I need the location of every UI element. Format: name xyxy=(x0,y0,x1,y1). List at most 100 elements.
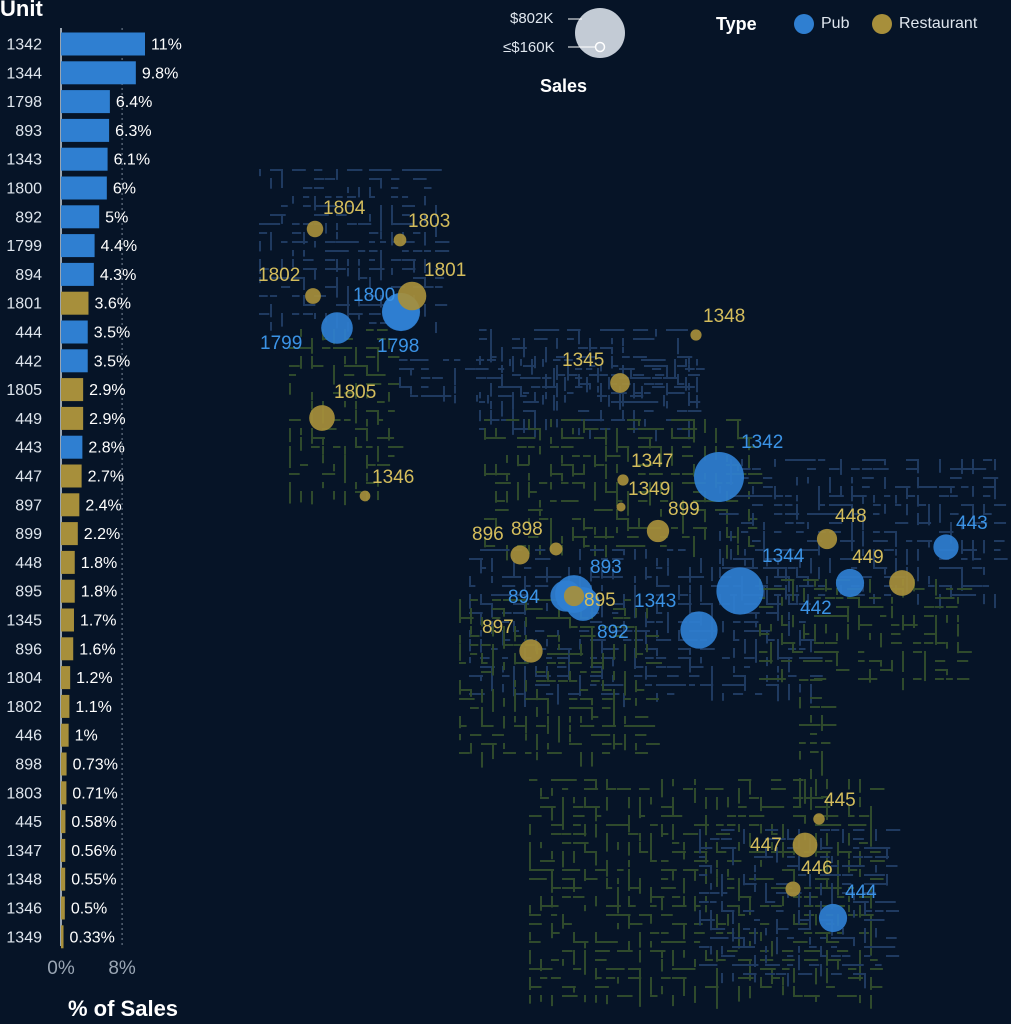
bar-449[interactable] xyxy=(61,406,84,430)
bar-1801[interactable] xyxy=(61,291,89,315)
bubble-899[interactable] xyxy=(646,519,670,543)
category-label-893: 893 xyxy=(15,123,42,140)
size-legend-min-label: ≤$160K xyxy=(503,39,555,56)
bubble-448[interactable] xyxy=(816,528,838,550)
pub-swatch-icon xyxy=(794,14,814,34)
bubble-1347[interactable] xyxy=(617,474,629,486)
bar-896[interactable] xyxy=(61,637,74,661)
value-label-445: 0.58% xyxy=(71,814,116,831)
size-legend-max-circle xyxy=(575,8,625,58)
bubble-447[interactable] xyxy=(792,832,818,858)
category-label-442: 442 xyxy=(15,353,42,370)
category-label-1346: 1346 xyxy=(6,901,42,918)
value-label-1804: 1.2% xyxy=(76,670,112,687)
bubble-1348[interactable] xyxy=(690,329,702,341)
bubble-label-1347: 1347 xyxy=(631,451,673,472)
category-label-898: 898 xyxy=(15,757,42,774)
value-label-1805: 2.9% xyxy=(89,382,125,399)
bubble-label-896: 896 xyxy=(472,524,504,545)
bubble-1799[interactable] xyxy=(321,312,353,344)
bubble-897[interactable] xyxy=(519,639,543,663)
bubble-449[interactable] xyxy=(889,570,915,596)
bubble-label-1345: 1345 xyxy=(562,350,604,371)
bar-444[interactable] xyxy=(61,320,88,344)
bar-1799[interactable] xyxy=(61,234,95,258)
bar-446[interactable] xyxy=(61,723,69,747)
value-label-1343: 6.1% xyxy=(114,152,150,169)
bar-1343[interactable] xyxy=(61,147,108,171)
bar-1347[interactable] xyxy=(61,838,66,862)
legend-item-pub[interactable]: Pub xyxy=(794,14,849,34)
bar-1805[interactable] xyxy=(61,378,84,402)
bubble-1802[interactable] xyxy=(305,288,321,304)
bar-898[interactable] xyxy=(61,752,67,776)
bar-1802[interactable] xyxy=(61,694,70,718)
bubble-label-893: 893 xyxy=(590,557,622,578)
bar-899[interactable] xyxy=(61,522,78,546)
bar-1342[interactable] xyxy=(61,32,145,56)
bar-1349[interactable] xyxy=(61,925,64,949)
category-label-445: 445 xyxy=(15,814,42,831)
bubble-1345[interactable] xyxy=(610,373,630,393)
bar-448[interactable] xyxy=(61,550,75,574)
category-label-897: 897 xyxy=(15,497,42,514)
bubble-1344[interactable] xyxy=(716,567,764,615)
bar-1800[interactable] xyxy=(61,176,107,200)
bubble-444[interactable] xyxy=(818,903,848,933)
bubble-1804[interactable] xyxy=(306,220,324,238)
bubble-label-444: 444 xyxy=(845,882,877,903)
category-label-1801: 1801 xyxy=(6,296,42,313)
bar-1804[interactable] xyxy=(61,666,71,690)
value-label-1349: 0.33% xyxy=(70,929,115,946)
category-label-896: 896 xyxy=(15,641,42,658)
category-label-1345: 1345 xyxy=(6,613,42,630)
bar-1803[interactable] xyxy=(61,781,67,805)
value-label-1342: 11% xyxy=(151,37,182,54)
legend-item-restaurant[interactable]: Restaurant xyxy=(872,14,977,34)
bubble-1349[interactable] xyxy=(616,502,626,512)
bar-442[interactable] xyxy=(61,349,88,373)
value-label-448: 1.8% xyxy=(81,555,117,572)
x-axis-title: % of Sales xyxy=(68,996,179,1021)
bar-447[interactable] xyxy=(61,464,82,488)
bubble-label-1798: 1798 xyxy=(377,336,419,357)
bar-894[interactable] xyxy=(61,262,94,286)
bar-897[interactable] xyxy=(61,493,80,517)
bar-893[interactable] xyxy=(61,118,110,142)
bar-chart: 1342 11% 1344 9.8% 1798 6.4% 893 6.3% 1343 6.1% 18… xyxy=(6,28,182,979)
bar-1345[interactable] xyxy=(61,608,74,632)
bar-443[interactable] xyxy=(61,435,83,459)
bubble-label-1342: 1342 xyxy=(741,432,783,453)
bar-445[interactable] xyxy=(61,810,66,834)
bubble-1805[interactable] xyxy=(309,405,335,431)
bubble-443[interactable] xyxy=(933,534,959,560)
bubble-1343[interactable] xyxy=(680,611,718,649)
bubble-442[interactable] xyxy=(835,568,865,598)
bubble-898[interactable] xyxy=(549,542,563,556)
category-label-1344: 1344 xyxy=(6,65,42,82)
category-label-446: 446 xyxy=(15,728,42,745)
bubble-label-894: 894 xyxy=(508,587,540,608)
category-label-1800: 1800 xyxy=(6,181,42,198)
size-legend-max-label: $802K xyxy=(510,10,554,27)
bar-1346[interactable] xyxy=(61,896,65,920)
bar-892[interactable] xyxy=(61,205,100,229)
bar-1344[interactable] xyxy=(61,61,136,85)
bubble-895[interactable] xyxy=(563,585,585,607)
bar-1348[interactable] xyxy=(61,867,66,891)
bar-1798[interactable] xyxy=(61,90,110,114)
bar-895[interactable] xyxy=(61,579,75,603)
bubble-446[interactable] xyxy=(785,881,801,897)
value-label-893: 6.3% xyxy=(115,123,151,140)
bubble-label-1343: 1343 xyxy=(634,591,676,612)
bubble-1803[interactable] xyxy=(393,233,407,247)
bubble-1342[interactable] xyxy=(694,452,744,502)
category-label-895: 895 xyxy=(15,584,42,601)
category-label-1805: 1805 xyxy=(6,382,42,399)
category-label-1803: 1803 xyxy=(6,785,42,802)
bubble-896[interactable] xyxy=(510,545,530,565)
bubble-445[interactable] xyxy=(813,813,825,825)
bubble-1346[interactable] xyxy=(359,490,371,502)
category-label-1804: 1804 xyxy=(6,670,42,687)
bubble-1801[interactable] xyxy=(397,281,427,311)
